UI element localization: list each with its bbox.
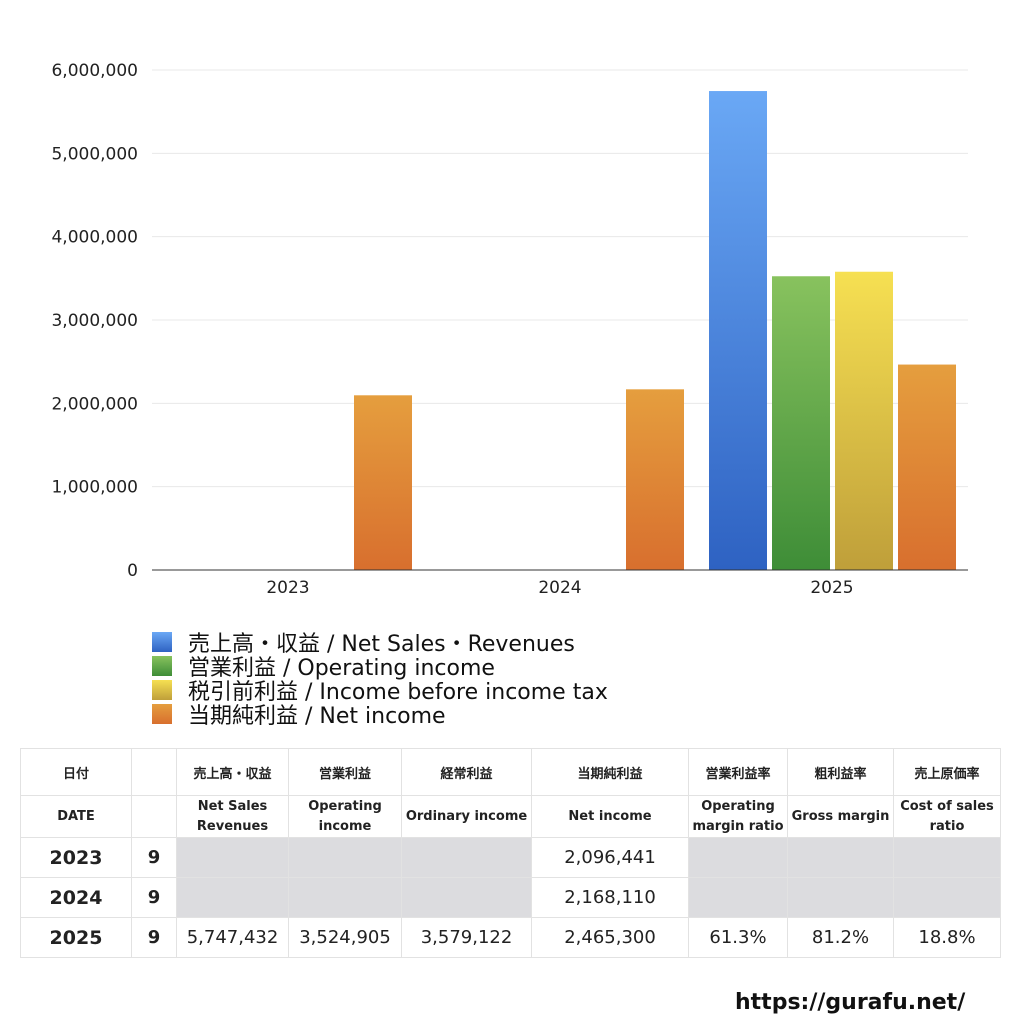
table-header-row: 日付 売上高・収益 営業利益 経常利益 当期純利益 営業利益率 粗利益率 売上原価率 bbox=[20, 748, 1001, 796]
table-cell bbox=[688, 877, 788, 918]
table-cell bbox=[401, 877, 532, 918]
legend-label: 売上高・収益 / Net Sales・Revenues bbox=[188, 632, 575, 657]
bar bbox=[835, 271, 893, 570]
table-cell bbox=[288, 837, 402, 878]
table-header-cell: Cost of sales ratio bbox=[893, 795, 1001, 838]
y-tick-label: 0 bbox=[127, 561, 138, 581]
table-header-cell: 日付 bbox=[20, 748, 132, 796]
x-axis-ticks: 2023 2024 2025 bbox=[266, 578, 853, 598]
table-header-cell: 粗利益率 bbox=[787, 748, 894, 796]
x-tick-label: 2023 bbox=[266, 578, 309, 598]
legend-swatch bbox=[152, 632, 172, 652]
bars bbox=[354, 91, 956, 570]
table-header-cell: Operating margin ratio bbox=[688, 795, 788, 838]
bar bbox=[626, 389, 684, 570]
table-cell: 9 bbox=[131, 917, 177, 958]
y-tick-label: 5,000,000 bbox=[51, 144, 138, 164]
table-header-cell: DATE bbox=[20, 795, 132, 838]
y-tick-label: 3,000,000 bbox=[51, 311, 138, 331]
table-cell: 9 bbox=[131, 837, 177, 878]
legend-item: 税引前利益 / Income before income tax bbox=[152, 678, 608, 705]
table-header-cell: Net Sales Revenues bbox=[176, 795, 289, 838]
table-cell: 3,579,122 bbox=[401, 917, 532, 958]
y-tick-label: 4,000,000 bbox=[51, 228, 138, 248]
table-header-cell: Gross margin bbox=[787, 795, 894, 838]
table-header-cell bbox=[131, 748, 177, 796]
table-header-cell: Ordinary income bbox=[401, 795, 532, 838]
legend: 売上高・収益 / Net Sales・Revenues 営業利益 / Operat… bbox=[152, 630, 608, 729]
table-cell bbox=[288, 877, 402, 918]
legend-item: 売上高・収益 / Net Sales・Revenues bbox=[152, 630, 608, 657]
table-cell: 5,747,432 bbox=[176, 917, 289, 958]
table-header-cell: 営業利益率 bbox=[688, 748, 788, 796]
table-cell: 2,465,300 bbox=[531, 917, 689, 958]
legend-label: 税引前利益 / Income before income tax bbox=[188, 680, 608, 705]
x-tick-label: 2025 bbox=[810, 578, 853, 598]
y-axis-ticks: 0 1,000,000 2,000,000 3,000,000 4,000,000 5,0… bbox=[51, 61, 138, 581]
table-cell bbox=[688, 837, 788, 878]
legend-label: 営業利益 / Operating income bbox=[188, 656, 495, 681]
table-header-cell: 売上高・収益 bbox=[176, 748, 289, 796]
bar bbox=[772, 276, 830, 570]
table-cell bbox=[176, 877, 289, 918]
y-tick-label: 6,000,000 bbox=[51, 61, 138, 81]
bar bbox=[898, 364, 956, 570]
table-row: 2024 9 2,168,110 bbox=[20, 877, 1001, 918]
grid-lines bbox=[152, 69, 968, 488]
y-tick-label: 2,000,000 bbox=[51, 394, 138, 414]
table-header-cell: Net income bbox=[531, 795, 689, 838]
table-cell: 2025 bbox=[20, 917, 132, 958]
table-cell: 2023 bbox=[20, 837, 132, 878]
table-header-cell: 営業利益 bbox=[288, 748, 402, 796]
table-cell: 2024 bbox=[20, 877, 132, 918]
table-cell bbox=[401, 837, 532, 878]
table-header-cell: 売上原価率 bbox=[893, 748, 1001, 796]
table-cell: 2,096,441 bbox=[531, 837, 689, 878]
legend-item: 営業利益 / Operating income bbox=[152, 654, 608, 681]
legend-swatch bbox=[152, 680, 172, 700]
x-tick-label: 2024 bbox=[538, 578, 581, 598]
bar-chart: 0 1,000,000 2,000,000 3,000,000 4,000,000 5,0… bbox=[51, 61, 968, 598]
bar bbox=[709, 91, 767, 570]
table-cell bbox=[893, 837, 1001, 878]
table-header-cell: 経常利益 bbox=[401, 748, 532, 796]
site-url[interactable]: https://gurafu.net/ bbox=[735, 990, 966, 1015]
financial-table: 日付 売上高・収益 営業利益 経常利益 当期純利益 営業利益率 粗利益率 売上原価率 DATE N… bbox=[20, 748, 1001, 958]
table-row: 2025 9 5,747,432 3,524,905 3,579,122 2,465,30… bbox=[20, 917, 1001, 958]
y-tick-label: 1,000,000 bbox=[51, 478, 138, 498]
table-row: 2023 9 2,096,441 bbox=[20, 837, 1001, 878]
table-header-row: DATE Net Sales Revenues Operating income Ordi… bbox=[20, 795, 1001, 838]
legend-swatch bbox=[152, 656, 172, 676]
legend-item: 当期純利益 / Net income bbox=[152, 702, 608, 729]
table-cell bbox=[893, 877, 1001, 918]
table-cell: 2,168,110 bbox=[531, 877, 689, 918]
table-cell: 3,524,905 bbox=[288, 917, 402, 958]
table-cell bbox=[787, 877, 894, 918]
legend-swatch bbox=[152, 704, 172, 724]
table-cell bbox=[787, 837, 894, 878]
table-cell bbox=[176, 837, 289, 878]
table-header-cell: Operating income bbox=[288, 795, 402, 838]
table-cell: 81.2% bbox=[787, 917, 894, 958]
table-header-cell bbox=[131, 795, 177, 838]
bar bbox=[354, 395, 412, 570]
legend-label: 当期純利益 / Net income bbox=[188, 704, 446, 729]
table-cell: 61.3% bbox=[688, 917, 788, 958]
table-cell: 9 bbox=[131, 877, 177, 918]
table-cell: 18.8% bbox=[893, 917, 1001, 958]
table-header-cell: 当期純利益 bbox=[531, 748, 689, 796]
